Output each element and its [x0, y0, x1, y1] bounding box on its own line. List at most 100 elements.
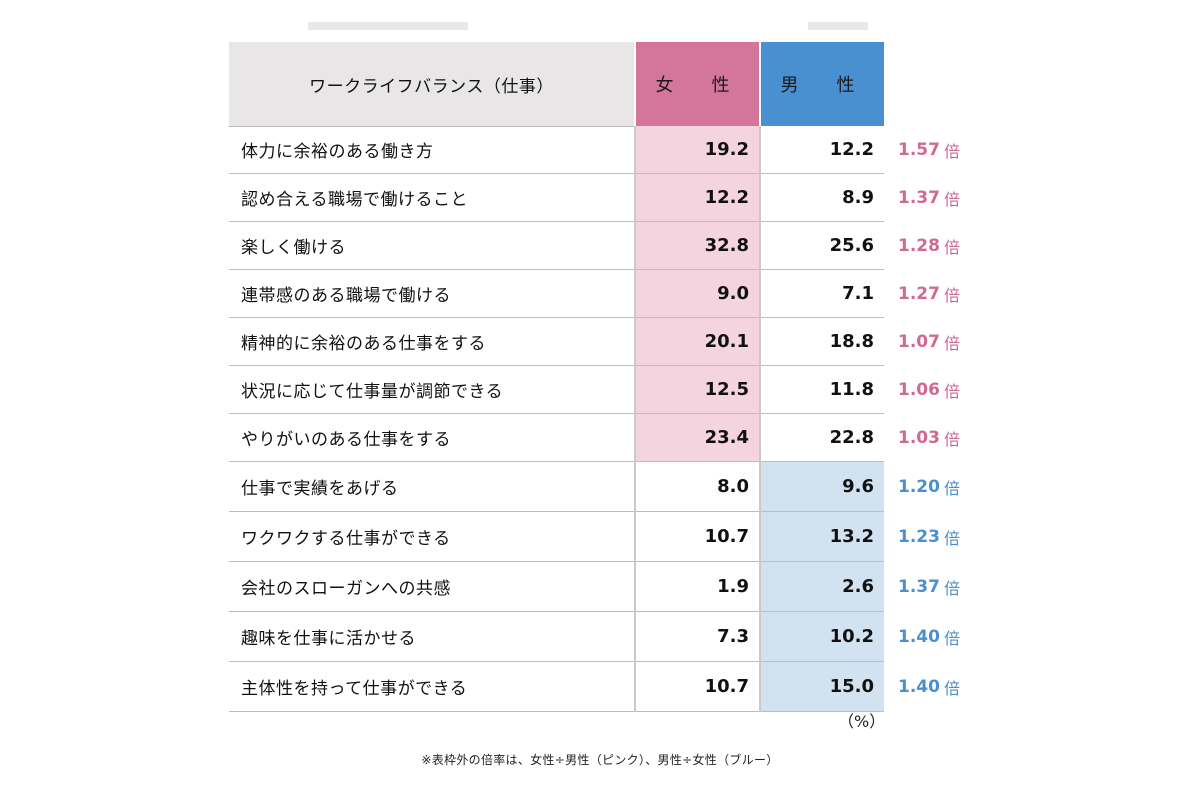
column-divider [759, 612, 761, 662]
table-row: 体力に余裕のある働き方 19.2 12.2 1.57 倍 [229, 126, 960, 174]
ratio: 1.40 倍 [898, 612, 960, 662]
column-divider [634, 270, 636, 318]
ratio-unit: 倍 [943, 286, 960, 305]
ratio-unit: 倍 [943, 190, 960, 209]
female-value: 10.7 [636, 512, 759, 562]
table-row: やりがいのある仕事をする 23.4 22.8 1.03 倍 [229, 414, 960, 462]
column-divider [634, 612, 636, 662]
table-row: 精神的に余裕のある仕事をする 20.1 18.8 1.07 倍 [229, 318, 960, 366]
ratio-value: 1.27 [898, 284, 940, 304]
row-item-label: 精神的に余裕のある仕事をする [229, 318, 634, 366]
ratio-value: 1.07 [898, 332, 940, 352]
table-row: 会社のスローガンへの共感 1.9 2.6 1.37 倍 [229, 562, 960, 612]
column-divider [759, 462, 761, 512]
table-row: ワクワクする仕事ができる 10.7 13.2 1.23 倍 [229, 512, 960, 562]
male-value: 25.6 [761, 222, 884, 270]
ratio-value: 1.03 [898, 428, 940, 448]
male-value: 22.8 [761, 414, 884, 462]
ratio: 1.03 倍 [898, 414, 960, 462]
ratio-unit: 倍 [943, 579, 960, 598]
column-divider [634, 462, 636, 512]
column-divider [634, 662, 636, 712]
ratio-value: 1.57 [898, 140, 940, 160]
ratio: 1.07 倍 [898, 318, 960, 366]
male-value: 8.9 [761, 174, 884, 222]
ratio-unit: 倍 [943, 529, 960, 548]
male-value: 11.8 [761, 366, 884, 414]
header-male: 男 性 [761, 42, 884, 126]
cropped-previous-content [228, 0, 888, 42]
female-value: 10.7 [636, 662, 759, 712]
table-body: 体力に余裕のある働き方 19.2 12.2 1.57 倍認め合える職場で働けること 12.… [229, 126, 960, 712]
row-item-label: 連帯感のある職場で働ける [229, 270, 634, 318]
column-divider [759, 366, 761, 414]
row-item-label: 仕事で実績をあげる [229, 462, 634, 512]
female-value: 8.0 [636, 462, 759, 512]
row-item-label: 会社のスローガンへの共感 [229, 562, 634, 612]
male-value: 10.2 [761, 612, 884, 662]
female-value: 12.5 [636, 366, 759, 414]
column-divider [634, 318, 636, 366]
column-divider [759, 126, 761, 174]
male-value: 9.6 [761, 462, 884, 512]
ratio: 1.37 倍 [898, 174, 960, 222]
row-item-label: ワクワクする仕事ができる [229, 512, 634, 562]
male-value: 12.2 [761, 126, 884, 174]
male-value: 2.6 [761, 562, 884, 612]
column-divider [759, 222, 761, 270]
column-divider [759, 562, 761, 612]
ratio-unit: 倍 [943, 382, 960, 401]
ratio: 1.20 倍 [898, 462, 960, 512]
female-value: 9.0 [636, 270, 759, 318]
male-value: 7.1 [761, 270, 884, 318]
ratio: 1.23 倍 [898, 512, 960, 562]
ratio-unit: 倍 [943, 430, 960, 449]
table-row: 仕事で実績をあげる 8.0 9.6 1.20 倍 [229, 462, 960, 512]
column-divider [759, 318, 761, 366]
table-row: 連帯感のある職場で働ける 9.0 7.1 1.27 倍 [229, 270, 960, 318]
table-header: ワークライフバランス（仕事） 女 性 男 性 [229, 42, 889, 127]
female-value: 1.9 [636, 562, 759, 612]
male-value: 13.2 [761, 512, 884, 562]
row-item-label: 楽しく働ける [229, 222, 634, 270]
column-divider [634, 222, 636, 270]
female-value: 20.1 [636, 318, 759, 366]
header-item-label: ワークライフバランス（仕事） [229, 42, 634, 127]
table-row: 楽しく働ける 32.8 25.6 1.28 倍 [229, 222, 960, 270]
column-divider [634, 174, 636, 222]
column-divider [759, 174, 761, 222]
ratio: 1.28 倍 [898, 222, 960, 270]
ratio-value: 1.37 [898, 577, 940, 597]
ratio-unit: 倍 [943, 334, 960, 353]
row-item-label: 趣味を仕事に活かせる [229, 612, 634, 662]
ratio: 1.06 倍 [898, 366, 960, 414]
ratio-unit: 倍 [943, 142, 960, 161]
table-row: 趣味を仕事に活かせる 7.3 10.2 1.40 倍 [229, 612, 960, 662]
female-value: 12.2 [636, 174, 759, 222]
table-row: 主体性を持って仕事ができる 10.7 15.0 1.40 倍 [229, 662, 960, 712]
row-item-label: 状況に応じて仕事量が調節できる [229, 366, 634, 414]
ratio-value: 1.40 [898, 627, 940, 647]
column-divider [759, 414, 761, 462]
ratio-unit: 倍 [943, 679, 960, 698]
work-life-balance-table: ワークライフバランス（仕事） 女 性 男 性 体力に余裕のある働き方 19.2 12… [229, 42, 960, 712]
header-female: 女 性 [636, 42, 759, 126]
ratio-value: 1.40 [898, 677, 940, 697]
row-item-label: 主体性を持って仕事ができる [229, 662, 634, 712]
column-divider [634, 562, 636, 612]
row-item-label: やりがいのある仕事をする [229, 414, 634, 462]
male-value: 18.8 [761, 318, 884, 366]
ratio-value: 1.06 [898, 380, 940, 400]
ratio: 1.57 倍 [898, 126, 960, 174]
female-value: 7.3 [636, 612, 759, 662]
column-divider [759, 270, 761, 318]
ratio-unit: 倍 [943, 629, 960, 648]
column-divider [759, 512, 761, 562]
ratio-value: 1.37 [898, 188, 940, 208]
ratio: 1.37 倍 [898, 562, 960, 612]
ratio-unit: 倍 [943, 479, 960, 498]
column-divider [634, 414, 636, 462]
ratio-value: 1.20 [898, 477, 940, 497]
unit-note: （%） [838, 712, 886, 731]
column-divider [634, 512, 636, 562]
